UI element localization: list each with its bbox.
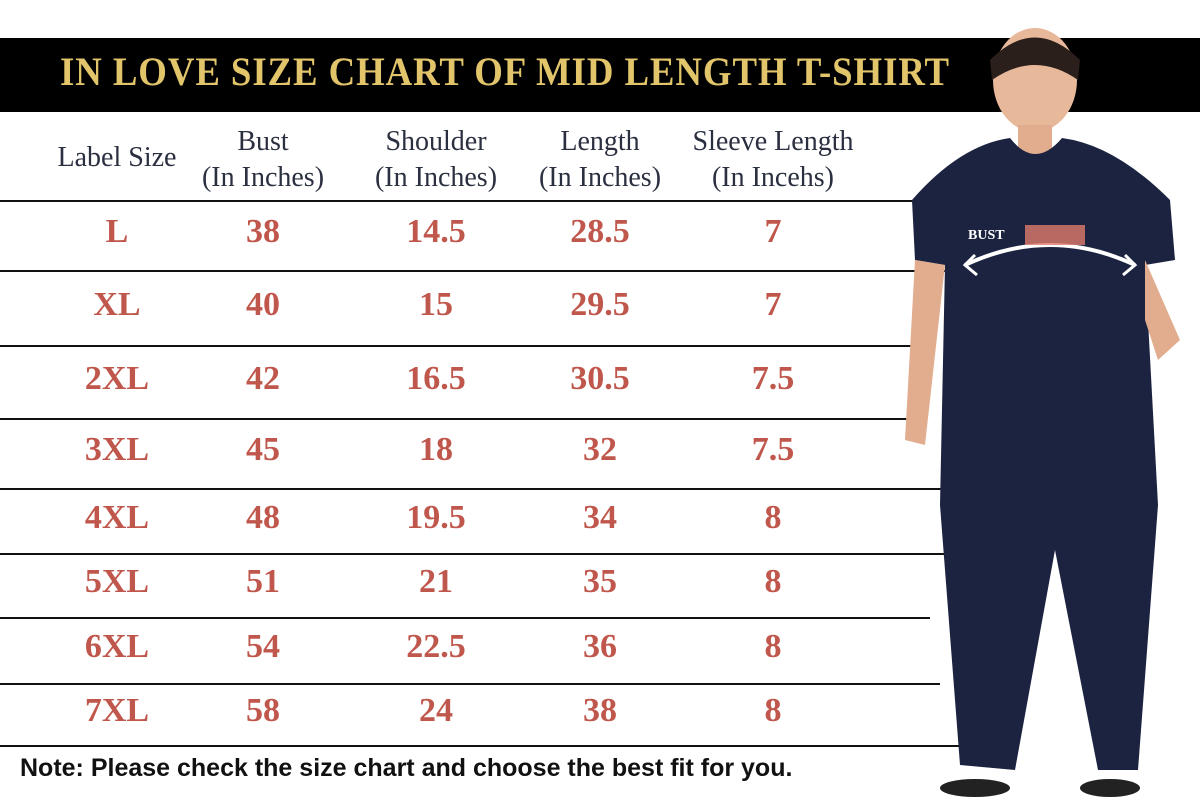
size-value: 58 — [246, 692, 280, 729]
note: Note: Please check the size chart and ch… — [20, 754, 793, 782]
size-label: L — [105, 213, 129, 250]
row-divider — [0, 418, 920, 420]
header-line1: Shoulder — [385, 126, 487, 157]
header-line2: (In Incehs) — [711, 162, 835, 193]
header-line1: Sleeve Length — [692, 126, 854, 157]
header-line1: Length — [560, 126, 640, 157]
header-line1: Label Size — [57, 142, 177, 173]
size-value: 29.5 — [570, 285, 630, 323]
column-header: Length (In Inches) — [539, 124, 661, 196]
row-divider — [0, 345, 930, 347]
row-divider — [0, 745, 960, 747]
row-divider — [0, 683, 940, 685]
size-value: 42 — [246, 359, 280, 397]
model-photo — [905, 28, 1180, 797]
size-value: 48 — [246, 498, 280, 536]
bust-label: BUST — [968, 228, 1005, 243]
header-line2: (In Inches) — [374, 162, 498, 193]
chart-title: IN LOVE SIZE CHART OF MID LENGTH T-SHIRT — [59, 49, 951, 94]
size-value: 8 — [764, 628, 782, 665]
size-label: XL — [93, 285, 141, 323]
size-value: 35 — [583, 563, 617, 600]
column-header: Bust (In Inches) — [202, 124, 324, 196]
pants — [940, 505, 1158, 770]
size-value: 54 — [246, 628, 280, 665]
size-label: 2XL — [84, 359, 150, 397]
row-divider — [0, 200, 960, 202]
size-value: 30.5 — [570, 359, 630, 397]
size-value: 7.5 — [751, 359, 795, 397]
size-value: 32 — [583, 431, 617, 468]
row-divider — [0, 270, 950, 272]
size-value: 8 — [764, 498, 782, 536]
size-value: 7.5 — [751, 431, 795, 468]
size-value: 7 — [764, 285, 782, 323]
size-value: 14.5 — [406, 213, 466, 250]
size-value: 21 — [419, 563, 453, 600]
size-value: 22.5 — [406, 628, 466, 665]
size-label: 3XL — [84, 431, 150, 468]
row-divider — [0, 617, 930, 619]
size-value: 36 — [583, 628, 617, 665]
size-value: 38 — [583, 692, 617, 729]
size-value: 18 — [419, 431, 453, 468]
size-value: 24 — [419, 692, 453, 729]
column-header: Shoulder (In Inches) — [375, 124, 497, 196]
header-line1: Bust — [237, 126, 289, 157]
row-divider — [0, 488, 960, 490]
size-label: 5XL — [84, 563, 150, 600]
header-line2: (In Inches) — [201, 162, 325, 193]
size-value: 7 — [764, 213, 782, 250]
size-value: 16.5 — [406, 359, 466, 397]
size-value: 34 — [583, 498, 617, 536]
size-value: 19.5 — [406, 498, 466, 536]
tshirt — [912, 138, 1175, 505]
size-value: 45 — [246, 431, 280, 468]
size-label: 6XL — [84, 628, 150, 665]
column-header: Sleeve Length (In Incehs) — [693, 124, 854, 196]
size-label: 4XL — [84, 498, 150, 536]
column-header: Label Size — [58, 140, 177, 176]
size-label: 7XL — [84, 692, 150, 729]
size-value: 51 — [246, 563, 280, 600]
size-value: 28.5 — [570, 213, 630, 250]
size-value: 15 — [419, 285, 453, 323]
size-value: 8 — [764, 692, 782, 729]
row-divider — [0, 553, 960, 555]
size-value: 38 — [246, 213, 280, 250]
size-value: 40 — [246, 285, 280, 323]
header-line2: (In Inches) — [538, 162, 662, 193]
size-value: 8 — [764, 563, 782, 600]
